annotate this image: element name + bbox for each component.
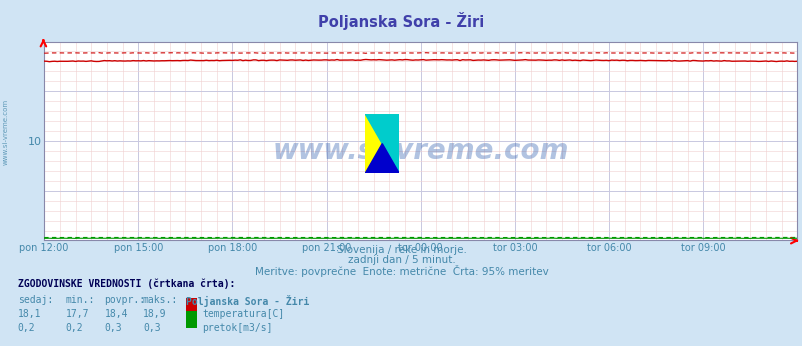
Polygon shape <box>365 114 399 173</box>
Text: pretok[m3/s]: pretok[m3/s] <box>202 323 273 333</box>
Text: 18,1: 18,1 <box>18 309 41 319</box>
Text: zadnji dan / 5 minut.: zadnji dan / 5 minut. <box>347 255 455 265</box>
Text: 18,9: 18,9 <box>143 309 166 319</box>
Text: www.si-vreme.com: www.si-vreme.com <box>272 137 569 165</box>
Text: 18,4: 18,4 <box>104 309 128 319</box>
Text: povpr.:: povpr.: <box>104 295 145 305</box>
Text: 0,2: 0,2 <box>18 323 35 333</box>
Text: www.si-vreme.com: www.si-vreme.com <box>2 98 9 165</box>
Text: 0,2: 0,2 <box>66 323 83 333</box>
Text: 0,3: 0,3 <box>143 323 160 333</box>
Text: ZGODOVINSKE VREDNOSTI (črtkana črta):: ZGODOVINSKE VREDNOSTI (črtkana črta): <box>18 279 235 289</box>
Text: 17,7: 17,7 <box>66 309 89 319</box>
Text: min.:: min.: <box>66 295 95 305</box>
Text: sedaj:: sedaj: <box>18 295 53 305</box>
Text: temperatura[C]: temperatura[C] <box>202 309 284 319</box>
Text: Meritve: povprečne  Enote: metrične  Črta: 95% meritev: Meritve: povprečne Enote: metrične Črta:… <box>254 265 548 277</box>
Text: Slovenija / reke in morje.: Slovenija / reke in morje. <box>336 245 466 255</box>
Text: Poljanska Sora - Žiri: Poljanska Sora - Žiri <box>318 12 484 30</box>
Polygon shape <box>365 114 399 173</box>
Text: Poljanska Sora - Žiri: Poljanska Sora - Žiri <box>186 295 310 307</box>
Polygon shape <box>365 144 399 173</box>
Text: maks.:: maks.: <box>143 295 178 305</box>
Text: 0,3: 0,3 <box>104 323 122 333</box>
